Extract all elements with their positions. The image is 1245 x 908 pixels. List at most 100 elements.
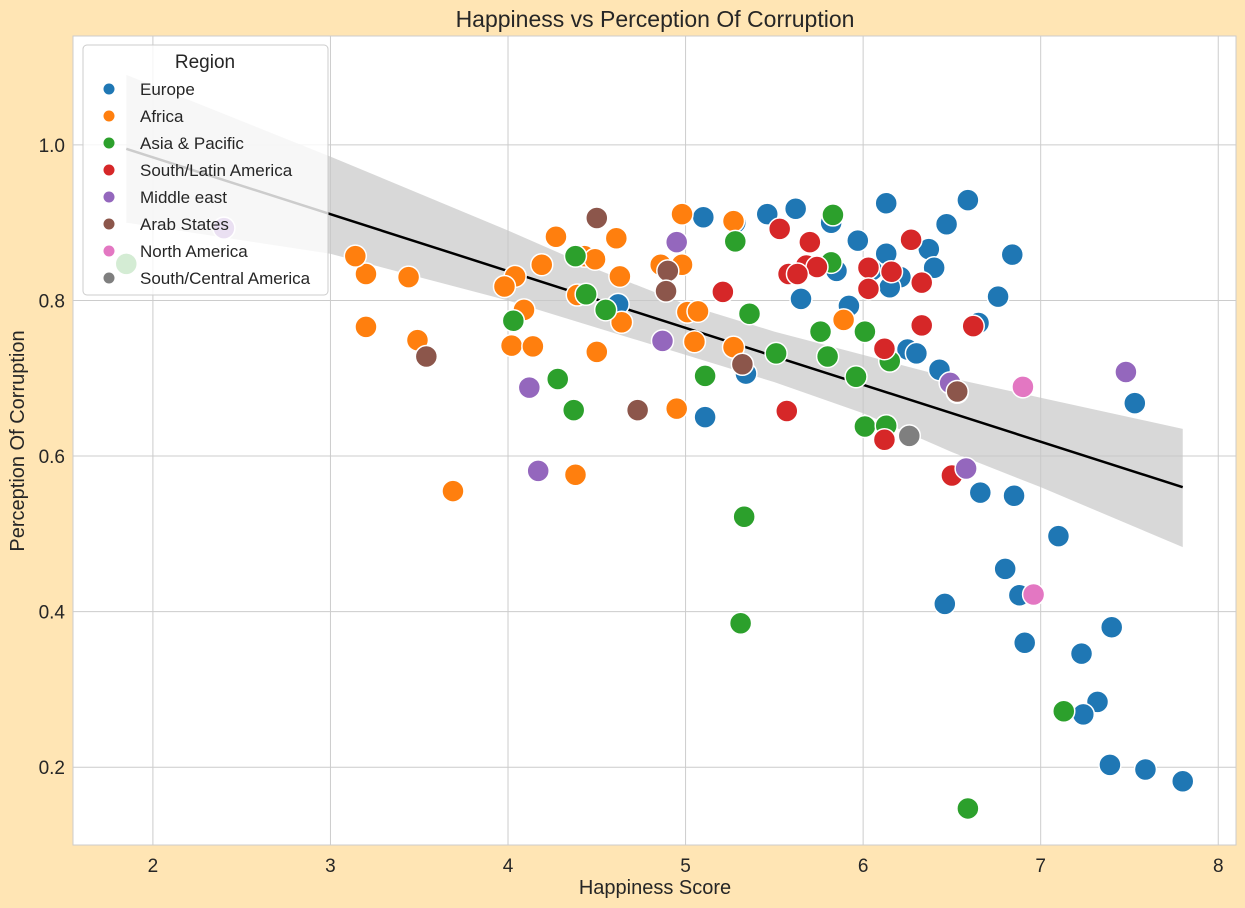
legend-marker-asia-pacific	[103, 137, 115, 149]
point-africa	[664, 396, 689, 421]
point-europe	[874, 191, 898, 215]
x-tick-label: 6	[858, 856, 869, 877]
point-europe	[1000, 242, 1025, 267]
point-europe	[789, 287, 813, 311]
point-africa	[721, 209, 746, 233]
point-middle-east	[954, 456, 978, 481]
point-europe	[1098, 753, 1122, 777]
point-africa	[831, 308, 856, 332]
data-points	[114, 188, 1195, 821]
point-south-latin-america	[872, 336, 897, 361]
point-asia-pacific	[815, 344, 840, 369]
point-europe	[1012, 631, 1037, 655]
point-asia-pacific	[561, 398, 586, 422]
point-africa	[682, 329, 707, 354]
point-europe	[691, 205, 716, 229]
point-europe	[1170, 769, 1195, 793]
point-africa	[530, 252, 554, 277]
chart-title: Happiness vs Perception Of Corruption	[456, 6, 855, 32]
point-asia-pacific	[723, 229, 748, 254]
y-axis-label: Perception Of Corruption	[7, 330, 29, 551]
y-tick-label: 0.4	[39, 603, 66, 624]
legend-box	[82, 44, 329, 296]
point-south-latin-america	[909, 270, 934, 295]
y-tick-label: 0.2	[39, 758, 65, 779]
point-asia-pacific	[844, 364, 868, 389]
legend-marker-middle-east	[103, 191, 115, 203]
point-asia-pacific	[728, 611, 753, 636]
legend-label-south-central-america: South/Central America	[140, 269, 311, 288]
point-asia-pacific	[1052, 699, 1076, 723]
point-europe	[783, 196, 808, 221]
legend-label-north-america: North America	[140, 242, 248, 261]
point-middle-east	[526, 459, 550, 483]
legend-marker-south-central-america	[103, 272, 115, 284]
point-south-latin-america	[909, 313, 934, 338]
point-africa	[354, 262, 378, 286]
point-africa	[544, 224, 568, 249]
point-arab-states	[414, 344, 439, 369]
point-africa	[686, 299, 710, 324]
legend-label-arab-states: Arab States	[140, 215, 229, 234]
point-middle-east	[1114, 360, 1138, 384]
legend-label-africa: Africa	[140, 107, 184, 126]
point-south-central-america	[897, 424, 922, 448]
point-asia-pacific	[563, 244, 588, 268]
point-asia-pacific	[853, 319, 877, 344]
point-arab-states	[945, 379, 969, 404]
legend-marker-arab-states	[103, 218, 115, 230]
point-asia-pacific	[956, 796, 980, 821]
point-africa	[604, 226, 629, 250]
x-tick-label: 8	[1213, 856, 1224, 877]
point-europe	[693, 405, 717, 429]
point-north-america	[1011, 375, 1035, 399]
point-africa	[608, 264, 632, 289]
point-africa	[563, 462, 588, 487]
legend-marker-north-america	[103, 245, 115, 257]
y-tick-label: 1.0	[39, 136, 65, 157]
point-south-latin-america	[856, 256, 881, 280]
point-asia-pacific	[737, 301, 762, 326]
point-south-latin-america	[775, 399, 799, 423]
x-tick-labels: 2 3 4 5 6 7 8	[148, 856, 1224, 877]
point-asia-pacific	[501, 308, 526, 333]
x-tick-label: 5	[680, 856, 691, 877]
point-middle-east	[650, 329, 675, 353]
legend-label-middle-east: Middle east	[140, 188, 227, 207]
point-arab-states	[625, 398, 650, 422]
point-asia-pacific	[853, 414, 877, 439]
point-arab-states	[730, 352, 755, 377]
point-europe	[1002, 483, 1026, 508]
point-africa	[343, 244, 368, 268]
point-europe	[986, 284, 1010, 309]
y-tick-label: 0.6	[39, 447, 65, 468]
legend-label-europe: Europe	[140, 80, 195, 99]
point-africa	[492, 274, 517, 299]
point-north-america	[1021, 582, 1046, 607]
x-tick-label: 3	[325, 856, 336, 877]
point-south-latin-america	[879, 259, 904, 284]
x-tick-label: 2	[148, 856, 159, 877]
point-south-latin-america	[711, 280, 735, 304]
point-europe	[934, 212, 959, 236]
point-africa	[670, 202, 694, 226]
point-asia-pacific	[808, 319, 833, 344]
point-africa	[499, 333, 524, 358]
point-asia-pacific	[732, 504, 756, 529]
point-europe	[956, 188, 980, 212]
point-europe	[1071, 702, 1096, 727]
legend-label-south-latin-america: South/Latin America	[140, 161, 293, 180]
point-africa	[583, 247, 607, 272]
legend: Region Europe Africa Asia & Pacific South/L…	[82, 44, 329, 296]
point-arab-states	[654, 279, 678, 303]
point-europe	[904, 341, 929, 366]
point-south-latin-america	[805, 255, 829, 279]
y-tick-labels: 0.2 0.4 0.6 0.8 1.0	[39, 136, 66, 779]
point-arab-states	[656, 259, 680, 283]
y-tick-label: 0.8	[39, 291, 65, 312]
point-africa	[521, 334, 545, 359]
point-europe	[846, 228, 870, 253]
point-middle-east	[517, 375, 542, 400]
point-europe	[1133, 757, 1158, 782]
